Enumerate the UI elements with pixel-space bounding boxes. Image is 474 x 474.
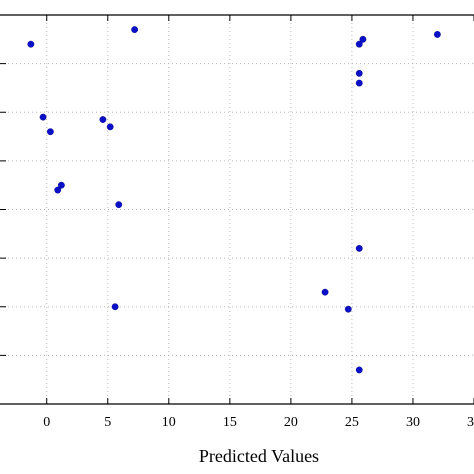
data-point <box>54 186 62 194</box>
x-tick-label: 0 <box>43 415 50 430</box>
x-tick-label: 25 <box>345 415 359 430</box>
x-tick-label: 20 <box>284 415 298 430</box>
data-point <box>46 128 54 136</box>
data-points <box>27 26 441 374</box>
data-point <box>355 40 363 48</box>
data-point <box>115 201 123 209</box>
data-point <box>57 181 65 189</box>
data-point <box>355 79 363 87</box>
data-point <box>359 35 367 43</box>
data-point <box>321 288 329 296</box>
x-tick-label: 15 <box>223 415 237 430</box>
x-axis-title: Predicted Values <box>199 446 319 466</box>
grid <box>4 15 474 404</box>
data-point <box>344 305 352 313</box>
data-point <box>355 244 363 252</box>
x-tick-label: 5 <box>104 415 111 430</box>
data-point <box>27 40 35 48</box>
x-tick-label: 30 <box>406 415 420 430</box>
data-point <box>355 69 363 77</box>
data-point <box>111 303 119 311</box>
x-tick-label: 35 <box>467 415 474 430</box>
data-point <box>106 123 114 131</box>
x-tick-label: 10 <box>162 415 176 430</box>
plot-frame <box>0 14 474 405</box>
data-point <box>131 26 139 33</box>
data-point <box>433 31 441 38</box>
data-point <box>355 366 363 374</box>
data-point <box>99 116 107 123</box>
data-point <box>39 113 47 121</box>
x-axis-ticks: 0 5 10 15 20 25 30 35 <box>43 15 474 430</box>
